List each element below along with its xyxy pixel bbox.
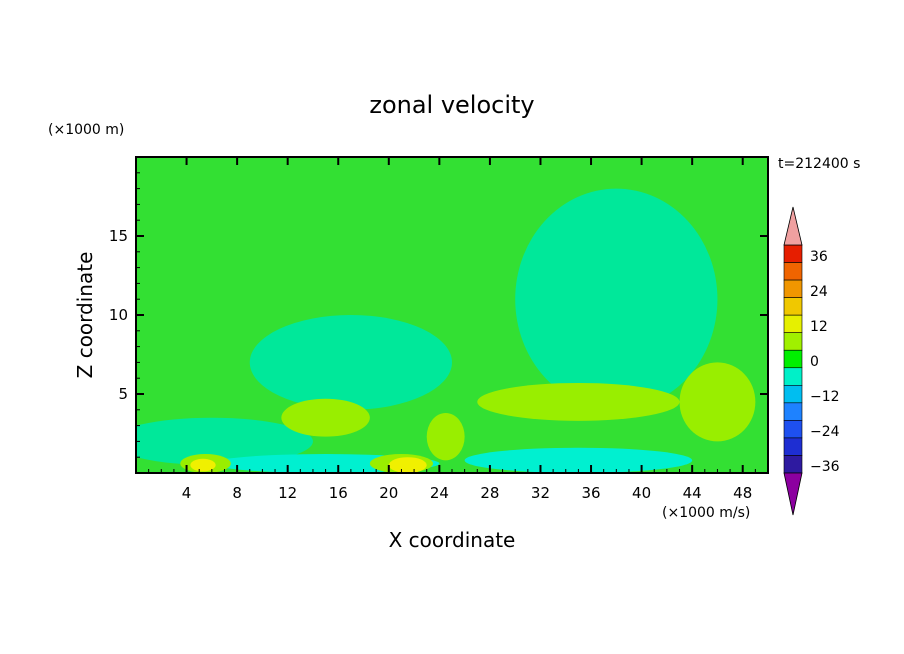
contour-region-8 [426,412,465,461]
x-tick-label-48: 48 [733,484,752,502]
x-axis-label: X coordinate [389,528,516,552]
x-unit-label: (×1000 m/s) [662,505,750,521]
colorbar-swatch-2 [783,279,803,298]
y-axis-label: Z coordinate [73,252,97,379]
colorbar-over-arrow [783,206,803,246]
colorbar-swatch-1 [783,262,803,281]
x-tick-label-8: 8 [232,484,242,502]
colorbar-swatch-4 [783,314,803,333]
x-tick-label-4: 4 [182,484,192,502]
colorbar-swatch-3 [783,297,803,316]
time-label: t=212400 s [778,156,860,172]
colorbar-label-36: 36 [810,249,828,265]
y-tick-label-5: 5 [118,385,128,403]
x-tick-label-32: 32 [531,484,550,502]
y-tick-label-15: 15 [109,227,128,245]
x-tick-label-40: 40 [632,484,651,502]
colorbar-label--24: −24 [810,424,840,440]
colorbar-under-arrow [783,472,803,516]
contour-region-12 [190,458,216,472]
colorbar-swatch-7 [783,367,803,386]
colorbar-swatch-10 [783,420,803,439]
contour-region-4 [464,447,693,473]
contour-region-7 [679,362,756,442]
colorbar: 36 24 12 0 −12 −24 −36 [783,206,840,516]
colorbar-label-12: 12 [810,319,828,335]
contour-region-11 [388,457,427,473]
colorbar-swatch-9 [783,402,803,421]
colorbar-swatch-5 [783,332,803,351]
colorbar-label--36: −36 [810,459,840,475]
plot-area [136,157,768,473]
x-tick-label-12: 12 [278,484,297,502]
x-tick-label-16: 16 [329,484,348,502]
colorbar-swatch-12 [783,455,803,474]
contour-region-5 [281,398,370,437]
colorbar-label-0: 0 [810,354,819,370]
y-unit-label: (×1000 m) [48,122,124,138]
contour-region-6 [477,382,680,421]
colorbar-swatch-6 [783,349,803,369]
x-tick-label-36: 36 [581,484,600,502]
colorbar-label--12: −12 [810,389,840,405]
x-tick-label-28: 28 [480,484,499,502]
y-tick-label-10: 10 [109,306,128,324]
colorbar-label-24: 24 [810,284,828,300]
contour-region-1 [249,315,452,410]
chart-title: zonal velocity [369,91,534,119]
x-tick-label-24: 24 [430,484,449,502]
x-tick-label-44: 44 [683,484,702,502]
contour-region-2 [136,417,313,466]
contour-region-0 [515,188,718,410]
colorbar-swatch-0 [783,244,803,263]
x-tick-label-20: 20 [379,484,398,502]
colorbar-swatch-11 [783,437,803,456]
colorbar-swatch-8 [783,385,803,404]
